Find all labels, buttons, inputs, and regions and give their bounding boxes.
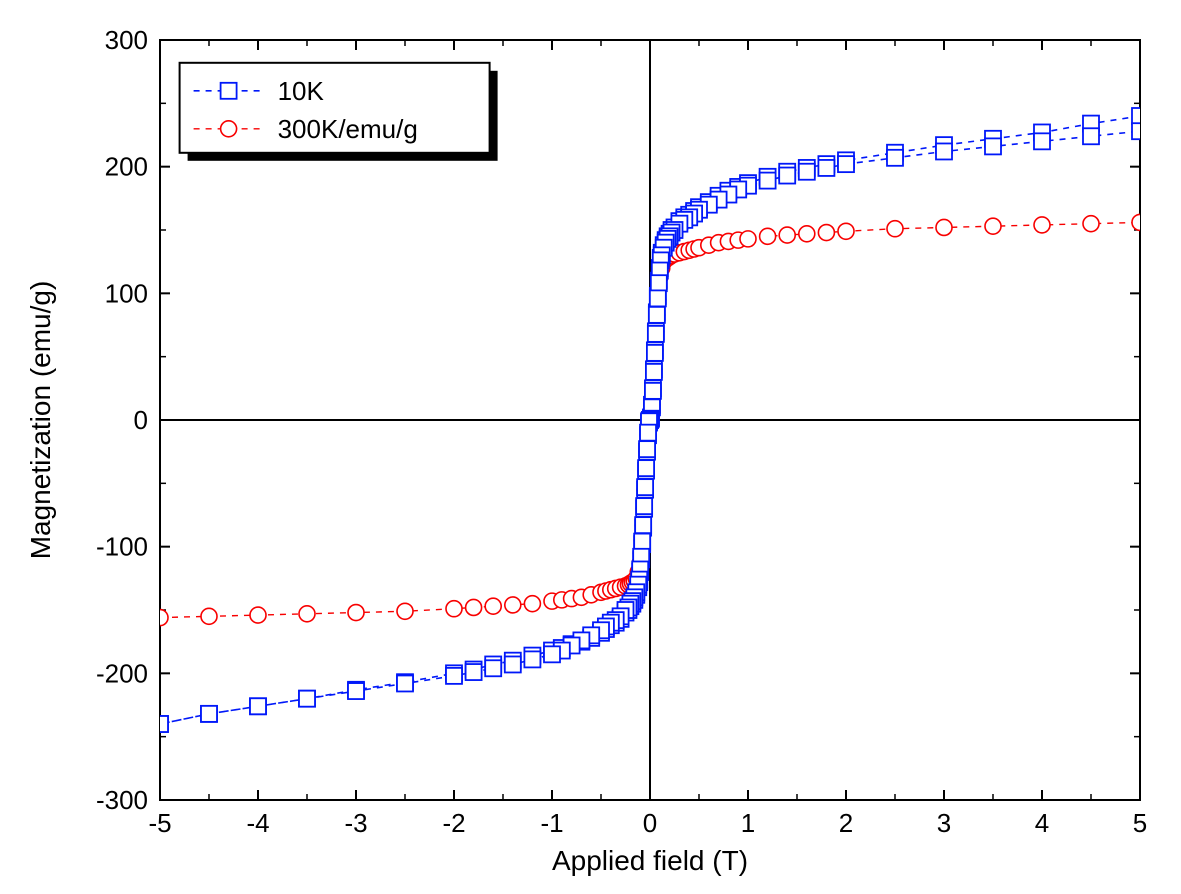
legend: 10K 300K/emu/g — [180, 63, 498, 161]
x-tick-label: 0 — [643, 808, 657, 838]
y-tick-label: 300 — [105, 25, 148, 55]
circle-marker-icon — [221, 121, 237, 137]
x-tick-label: 4 — [1035, 808, 1049, 838]
y-tick-label: 200 — [105, 152, 148, 182]
y-axis-label: Magnetization (emu/g) — [25, 281, 56, 560]
square-marker-icon — [221, 83, 237, 99]
y-tick-label: 0 — [134, 405, 148, 435]
x-axis-label: Applied field (T) — [552, 845, 748, 876]
y-tick-label: -100 — [96, 532, 148, 562]
y-tick-label: 100 — [105, 278, 148, 308]
x-tick-label: -2 — [442, 808, 465, 838]
x-tick-label: -5 — [148, 808, 171, 838]
y-tick-label: -300 — [96, 785, 148, 815]
legend-label: 10K — [278, 76, 325, 106]
chart-container: -5 -4 -3 -2 -1 0 1 2 3 4 5 Applied field (T) -300 -20… — [0, 0, 1181, 894]
x-tick-label: 3 — [937, 808, 951, 838]
x-tick-label: 1 — [741, 808, 755, 838]
x-tick-label: -4 — [246, 808, 269, 838]
x-tick-label: -1 — [540, 808, 563, 838]
x-tick-label: 2 — [839, 808, 853, 838]
legend-label: 300K/emu/g — [278, 114, 418, 144]
x-tick-label: -3 — [344, 808, 367, 838]
y-tick-label: -200 — [96, 658, 148, 688]
x-tick-label: 5 — [1133, 808, 1147, 838]
hysteresis-chart: -5 -4 -3 -2 -1 0 1 2 3 4 5 Applied field (T) -300 -20… — [0, 0, 1181, 894]
